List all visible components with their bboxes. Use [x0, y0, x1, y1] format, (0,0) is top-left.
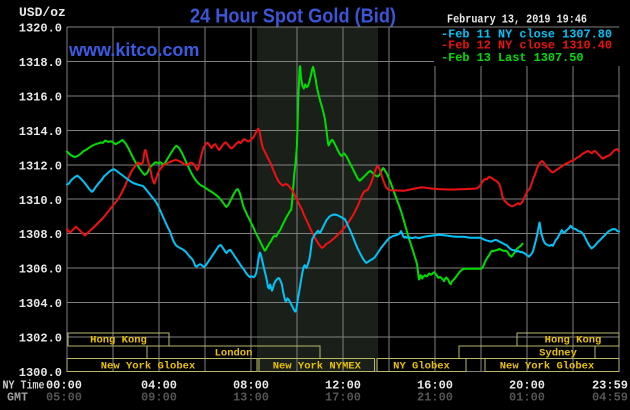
svg-text:1302.0: 1302.0	[19, 332, 62, 346]
svg-text:09:00: 09:00	[141, 391, 177, 405]
svg-text:USD/oz: USD/oz	[19, 5, 66, 20]
svg-text:GMT: GMT	[7, 391, 28, 405]
svg-text:1318.0: 1318.0	[19, 56, 62, 70]
svg-text:23:59: 23:59	[592, 379, 628, 393]
svg-text:1314.0: 1314.0	[19, 125, 62, 139]
svg-text:-Feb 13 Last 1307.50: -Feb 13 Last 1307.50	[441, 52, 584, 65]
svg-text:London: London	[215, 348, 253, 360]
svg-text:1304.0: 1304.0	[19, 297, 62, 311]
svg-text:20:00: 20:00	[509, 379, 545, 393]
svg-text:1300.0: 1300.0	[19, 366, 62, 380]
svg-text:NY Time: NY Time	[3, 379, 45, 393]
svg-text:13:00: 13:00	[233, 391, 269, 405]
svg-text:08:00: 08:00	[233, 379, 269, 393]
svg-text:24 Hour Spot Gold (Bid): 24 Hour Spot Gold (Bid)	[190, 4, 396, 27]
svg-text:1316.0: 1316.0	[19, 90, 62, 104]
svg-text:00:00: 00:00	[46, 379, 82, 393]
svg-text:05:00: 05:00	[46, 391, 82, 405]
svg-text:01:00: 01:00	[509, 391, 545, 405]
svg-text:-Feb 11 NY close 1307.80: -Feb 11 NY close 1307.80	[441, 29, 612, 42]
svg-text:February 13, 2019 19:46: February 13, 2019 19:46	[447, 13, 587, 27]
svg-text:Hong Kong: Hong Kong	[90, 335, 147, 347]
svg-text:16:00: 16:00	[417, 379, 453, 393]
svg-text:1306.0: 1306.0	[19, 263, 62, 277]
svg-text:NY Globex: NY Globex	[393, 360, 450, 372]
svg-text:Sydney: Sydney	[539, 348, 578, 360]
svg-text:New York Globex: New York Globex	[101, 360, 196, 372]
svg-text:17:00: 17:00	[325, 391, 361, 405]
svg-text:New York NYMEX: New York NYMEX	[273, 360, 362, 372]
svg-text:1320.0: 1320.0	[19, 22, 62, 36]
svg-text:-Feb 12 NY close 1310.40: -Feb 12 NY close 1310.40	[441, 40, 612, 53]
svg-text:12:00: 12:00	[325, 379, 361, 393]
svg-text:1308.0: 1308.0	[19, 228, 62, 242]
svg-text:04:59: 04:59	[592, 391, 628, 405]
svg-text:04:00: 04:00	[141, 379, 177, 393]
svg-text:New York Globex: New York Globex	[500, 360, 595, 372]
svg-text:1312.0: 1312.0	[19, 159, 62, 173]
svg-text:www.kitco.com: www.kitco.com	[68, 40, 199, 60]
svg-text:21:00: 21:00	[417, 391, 453, 405]
svg-text:Hong Kong: Hong Kong	[545, 335, 602, 347]
svg-text:1310.0: 1310.0	[19, 194, 62, 208]
